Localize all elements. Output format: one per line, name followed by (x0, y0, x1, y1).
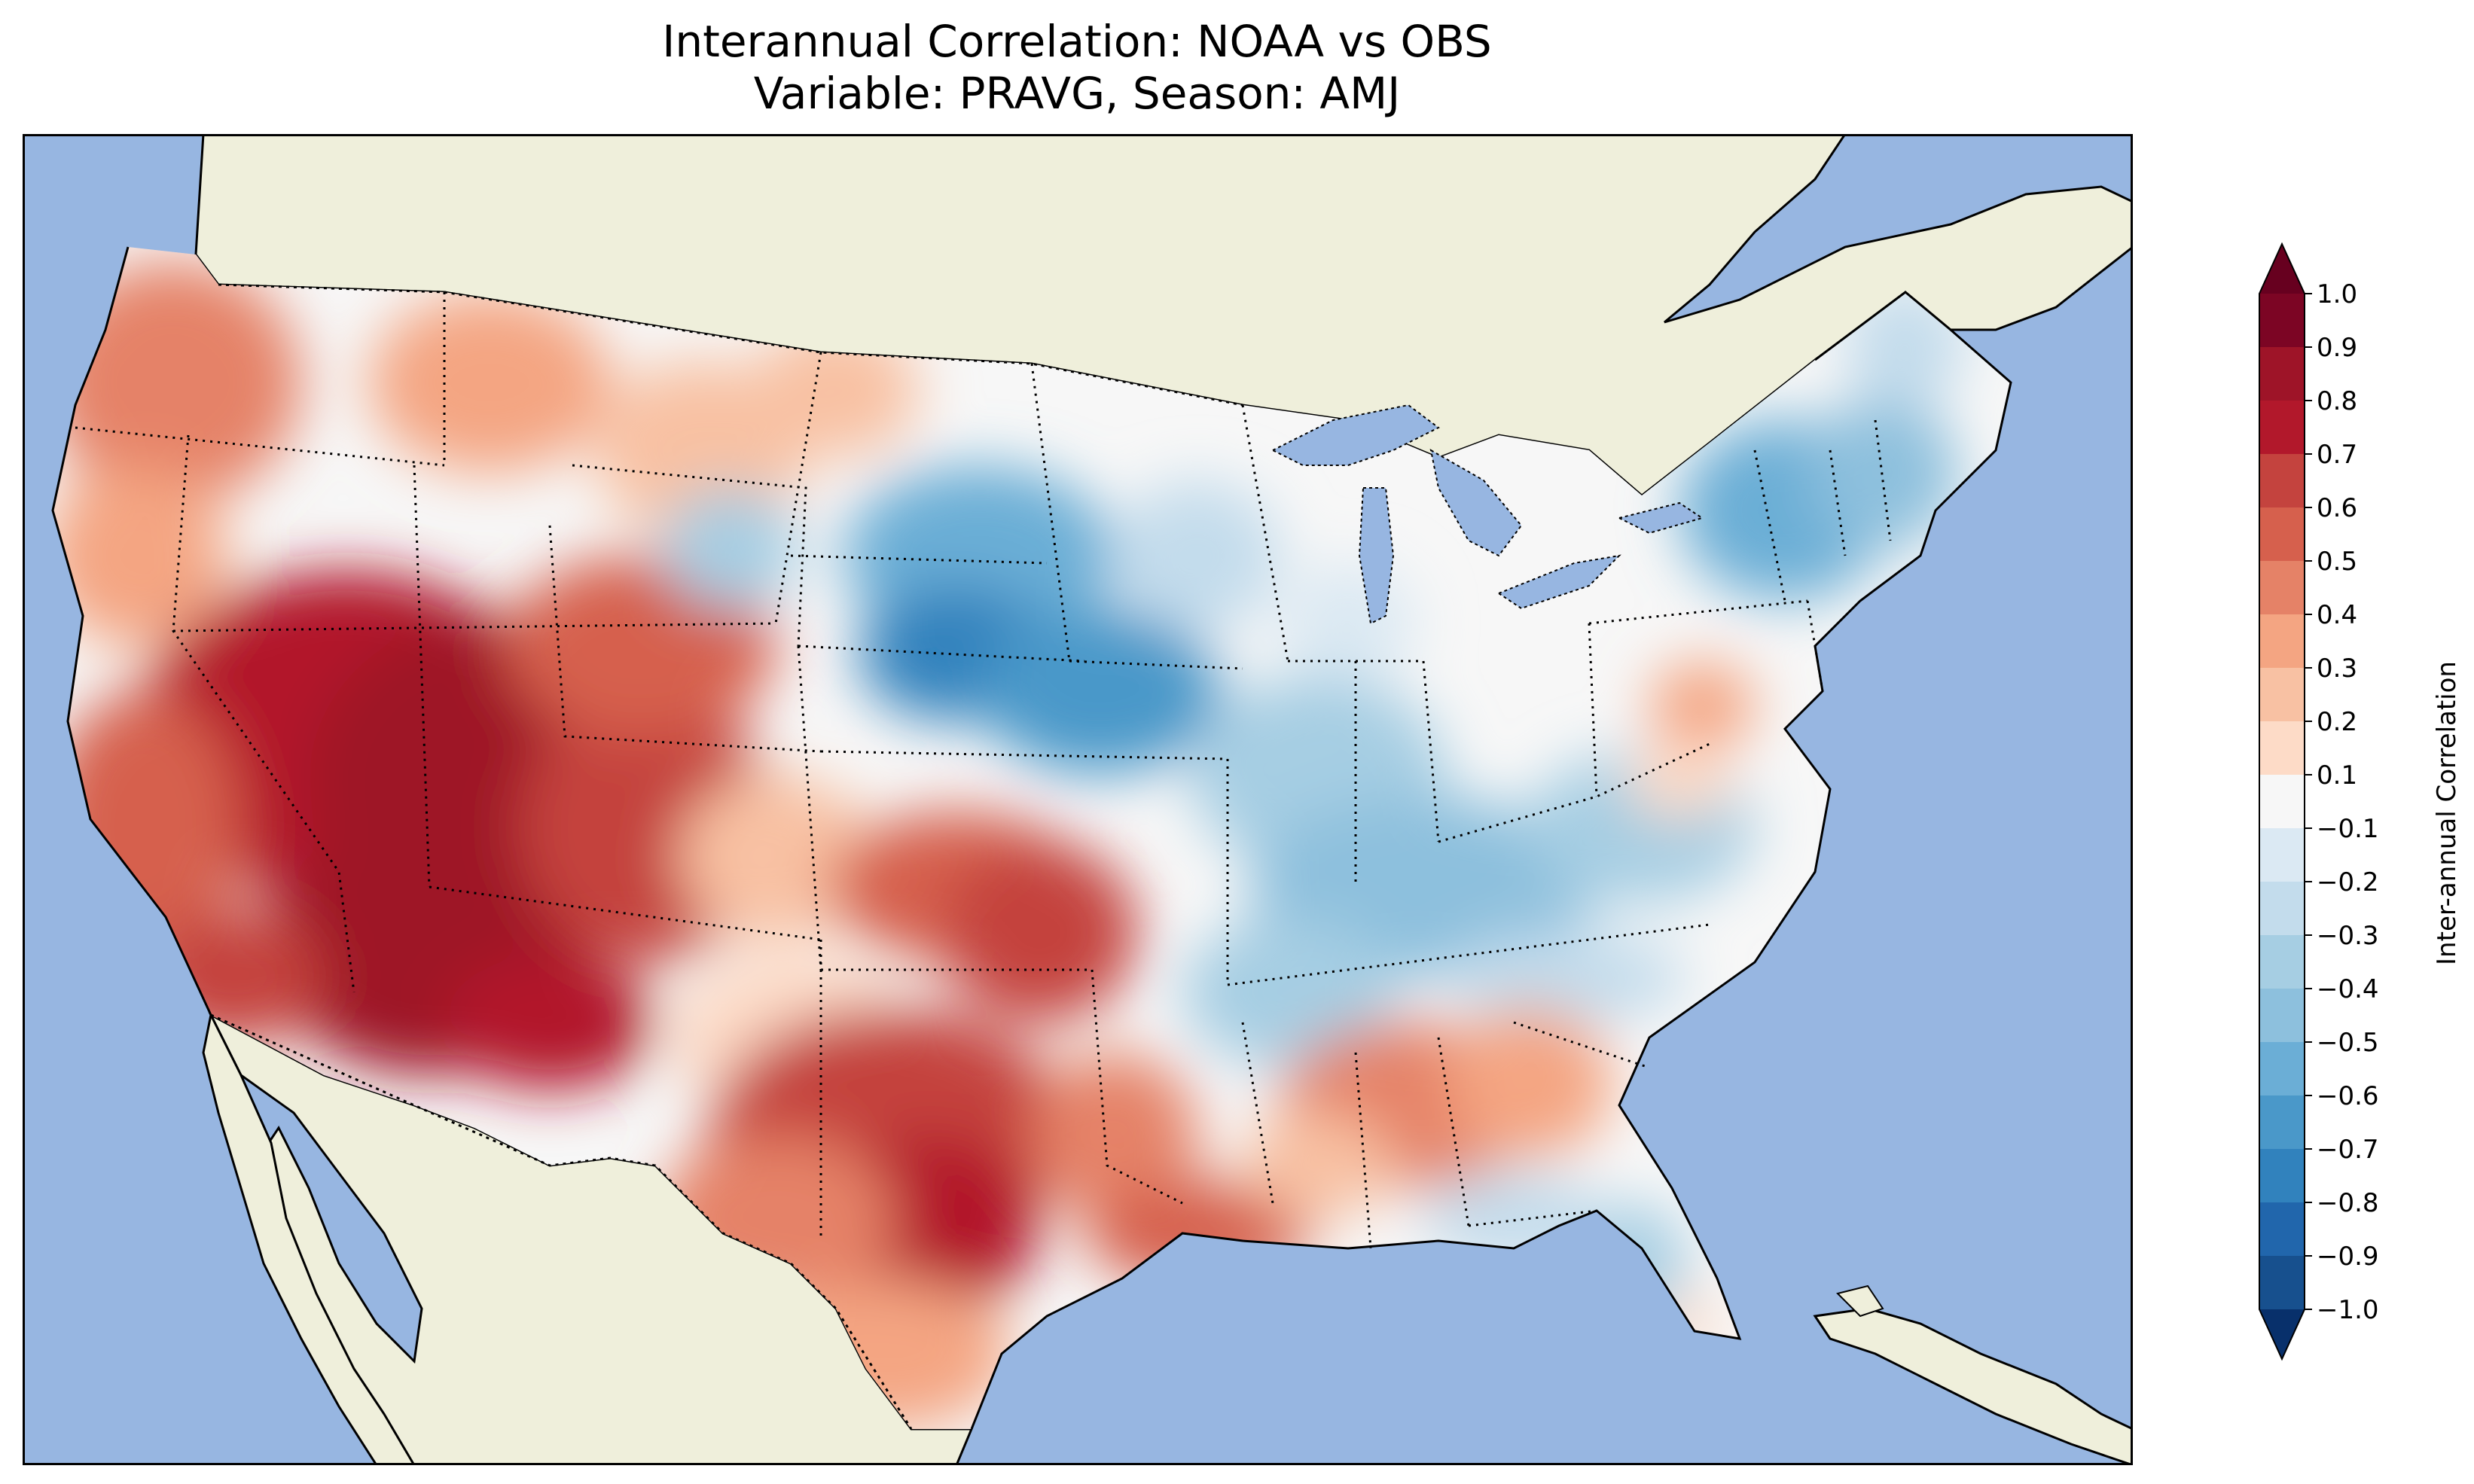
lake-ontario (1617, 501, 1704, 535)
colorbar-tick-label: 0.6 (2317, 493, 2357, 523)
lake-huron (1429, 449, 1523, 557)
colorbar-band (2259, 1256, 2305, 1310)
baja-california (202, 1011, 416, 1465)
colorbar-band (2259, 668, 2305, 722)
colorbar-band (2259, 989, 2305, 1043)
correlation-map (23, 134, 2133, 1465)
colorbar-band (2259, 347, 2305, 401)
colorbar-band (2259, 1095, 2305, 1150)
colorbar-tick-label: −0.1 (2317, 814, 2379, 844)
colorbar-tick-label: 0.7 (2317, 440, 2357, 470)
colorbar-tick-label: 0.5 (2317, 547, 2357, 577)
map-title-line-1: Interannual Correlation: NOAA vs OBS (662, 16, 1492, 67)
colorbar-tick-label: 0.8 (2317, 386, 2357, 416)
map-title-line-2: Variable: PRAVG, Season: AMJ (753, 68, 1401, 119)
colorbar-band (2259, 721, 2305, 776)
colorbar-tick-label: 0.2 (2317, 707, 2357, 737)
colorbar-tick-label: −0.3 (2317, 921, 2379, 951)
colorbar-band (2259, 935, 2305, 989)
lake-michigan (1358, 487, 1395, 625)
colorbar-band (2259, 561, 2305, 615)
colorbar-band (2259, 401, 2305, 455)
colorbar-band (2259, 1149, 2305, 1203)
colorbar-tick-label: 0.1 (2317, 760, 2357, 791)
colorbar-tick-label: 0.4 (2317, 600, 2357, 630)
colorbar-band (2259, 294, 2305, 348)
lake-erie (1496, 554, 1621, 610)
bahamas (1836, 1284, 1884, 1318)
colorbar-tick-label: 0.3 (2317, 654, 2357, 684)
colorbar-tick-label: −0.5 (2317, 1028, 2379, 1058)
colorbar-tick-label: −0.8 (2317, 1188, 2379, 1218)
colorbar-label: Inter-annual Correlation (2432, 661, 2462, 965)
us-coastline (51, 246, 2012, 1430)
great-lakes (1271, 404, 1704, 625)
country-borders (210, 283, 1243, 1430)
colorbar-tick-label: −0.7 (2317, 1135, 2379, 1165)
map-frame (23, 134, 2133, 1465)
colorbar-extend-max (2259, 244, 2305, 294)
colorbar-tick-label: −0.2 (2317, 867, 2379, 897)
colorbar-tick-label: −0.4 (2317, 974, 2379, 1004)
colorbar-band (2259, 614, 2305, 669)
colorbar-band (2259, 454, 2305, 508)
colorbar-band (2259, 1202, 2305, 1257)
colorbar-swatches (2259, 242, 2305, 1361)
colorbar-tick-label: −0.9 (2317, 1242, 2379, 1272)
correlation-field (53, 262, 1966, 1429)
colorbar-band (2259, 1042, 2305, 1096)
colorbar-tick-label: 1.0 (2317, 279, 2357, 309)
colorbar: 1.0 0.9 0.8 0.7 0.6 0.5 0.4 0.3 0.2 0.1 −0.1 −0.2 −0… (2259, 242, 2462, 1361)
colorbar-tick-label: −1.0 (2317, 1295, 2379, 1325)
colorbar-ticks: 1.0 0.9 0.8 0.7 0.6 0.5 0.4 0.3 0.2 0.1 −0.1 −0.2 −0… (2305, 279, 2379, 1325)
cuba (1813, 1307, 2133, 1465)
colorbar-band (2259, 882, 2305, 936)
lake-superior (1271, 404, 1440, 466)
colorbar-band (2259, 507, 2305, 562)
colorbar-tick-label: −0.6 (2317, 1081, 2379, 1111)
state-borders (75, 292, 1892, 1249)
colorbar-band (2259, 775, 2305, 829)
colorbar-tick-label: 0.9 (2317, 333, 2357, 363)
colorbar-extend-min (2259, 1309, 2305, 1359)
colorbar-band (2259, 828, 2305, 882)
